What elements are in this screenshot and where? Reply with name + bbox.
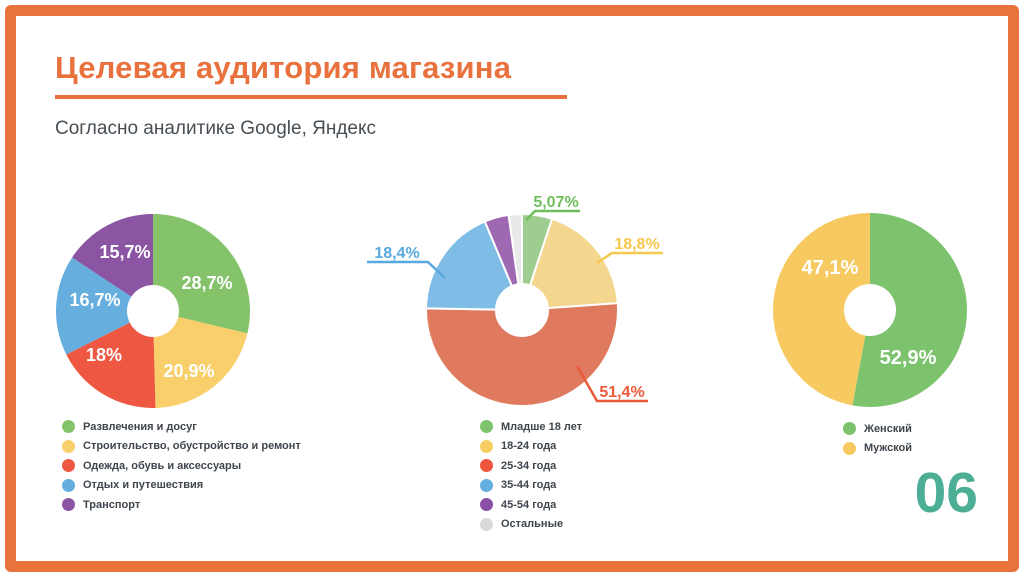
interests-slice-label-3: 16,7%	[69, 290, 120, 310]
interests-legend-item-0: Развлечения и досуг	[62, 417, 301, 437]
age-callout-label-2: 51,4%	[599, 384, 644, 401]
legend-label: Одежда, обувь и аксессуары	[83, 459, 242, 472]
legend-dot-icon	[62, 459, 75, 473]
age-legend: Младше 18 лет 18-24 года 25-34 года 35-44 г…	[480, 417, 582, 534]
age-callout-line-2	[575, 365, 648, 403]
legend-label: Отдых и путешествия	[83, 479, 204, 492]
interests-slice-4	[72, 214, 153, 297]
legend-label: Развлечения и досуг	[83, 420, 197, 433]
age-legend-item-1: 18-24 года	[480, 437, 582, 457]
title-underline	[55, 95, 567, 99]
age-legend-item-3: 35-44 года	[480, 476, 582, 496]
age-callout-line-3	[367, 260, 446, 279]
interests-legend-item-4: Транспорт	[62, 495, 301, 515]
interests-slice-label-1: 20,9%	[163, 361, 214, 381]
interests-legend-item-2: Одежда, обувь и аксессуары	[62, 456, 301, 476]
age-donut-chart: 5,07% 18,8% 51,4% 18,4%	[367, 194, 663, 407]
interests-slice-2	[66, 322, 156, 408]
interests-legend: Развлечения и досуг Строительство, обустр…	[62, 417, 301, 515]
age-callout-line-0	[525, 209, 580, 221]
age-callout-label-3: 18,4%	[374, 245, 419, 262]
legend-dot-icon	[62, 439, 75, 453]
interests-slice-label-4: 15,7%	[99, 242, 150, 262]
page-subtitle: Согласно аналитике Google, Яндекс	[55, 118, 377, 139]
legend-label: 45-54 года	[501, 498, 557, 511]
gender-slice-label-1: 47,1%	[802, 257, 859, 279]
gender-slice-0	[852, 213, 967, 408]
legend-dot-icon	[480, 517, 493, 531]
interests-slice-label-2: 18%	[86, 345, 122, 365]
age-legend-item-4: 45-54 года	[480, 495, 582, 515]
legend-dot-icon	[480, 439, 493, 453]
gender-legend-item-0: Женский	[843, 419, 912, 439]
legend-label: Остальные	[501, 518, 564, 531]
legend-dot-icon	[62, 478, 75, 492]
gender-slice-label-0: 52,9%	[880, 347, 937, 369]
page-title: Целевая аудитория магазина	[55, 50, 512, 85]
legend-label: Транспорт	[83, 498, 141, 511]
legend-label: Младше 18 лет	[501, 420, 583, 433]
age-slice-2	[425, 302, 619, 407]
legend-dot-icon	[843, 441, 856, 455]
age-legend-item-2: 25-34 года	[480, 456, 582, 476]
legend-dot-icon	[62, 498, 75, 512]
legend-label: 18-24 года	[501, 440, 557, 453]
age-legend-item-5: Остальные	[480, 515, 582, 535]
age-slice-1	[528, 217, 619, 310]
interests-slice-1	[153, 316, 248, 408]
legend-label: Строительство, обустройство и ремонт	[83, 440, 301, 453]
gender-slice-1	[773, 212, 870, 406]
legend-label: Мужской	[864, 442, 913, 455]
age-callout-label-1: 18,8%	[614, 236, 659, 253]
interests-legend-item-3: Отдых и путешествия	[62, 476, 301, 496]
legend-dot-icon	[843, 422, 856, 436]
interests-donut-chart: 28,7% 20,9% 18% 16,7% 15,7%	[55, 214, 250, 408]
interests-slice-0	[153, 214, 250, 334]
age-slice-3	[424, 220, 514, 311]
age-callout-line-1	[596, 251, 663, 265]
legend-label: Женский	[864, 422, 912, 435]
interests-slice-label-0: 28,7%	[181, 273, 232, 293]
page-number: 06	[914, 461, 978, 525]
legend-dot-icon	[480, 420, 493, 434]
legend-dot-icon	[480, 498, 493, 512]
interests-slice-3	[55, 257, 132, 355]
age-callout-label-0: 5,07%	[533, 194, 578, 211]
age-slice-5	[507, 212, 523, 286]
legend-dot-icon	[480, 478, 493, 492]
gender-donut-chart: 52,9% 47,1%	[773, 212, 967, 408]
gender-legend-item-1: Мужской	[843, 439, 912, 459]
gender-legend: Женский Мужской	[843, 419, 912, 458]
interests-legend-item-1: Строительство, обустройство и ремонт	[62, 437, 301, 457]
age-legend-item-0: Младше 18 лет	[480, 417, 582, 437]
legend-label: 35-44 года	[501, 479, 557, 492]
legend-dot-icon	[62, 420, 75, 434]
legend-label: 25-34 года	[501, 459, 557, 472]
legend-dot-icon	[480, 459, 493, 473]
